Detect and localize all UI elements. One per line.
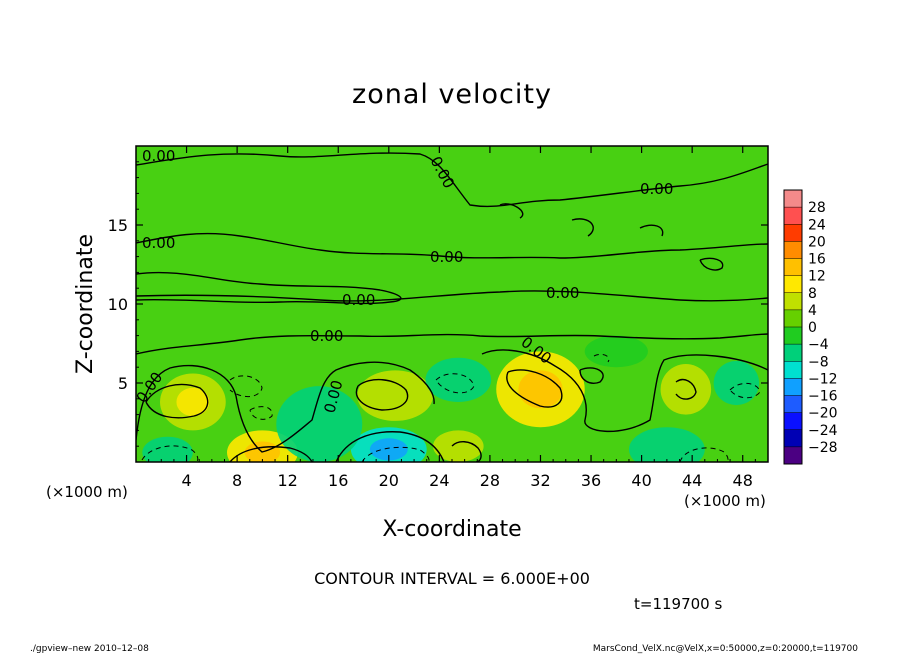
colorbar-label: −16 — [808, 389, 838, 405]
colorbar-label: 12 — [808, 269, 826, 285]
x-units-left: (×1000 m) — [46, 483, 128, 501]
colorbar-swatch — [784, 361, 802, 379]
field-region — [713, 360, 760, 406]
chart-title: zonal velocity — [352, 79, 552, 110]
x-tick-label: 16 — [328, 471, 348, 490]
field-region — [584, 335, 648, 368]
colorbar-swatch — [784, 378, 802, 396]
field-core — [176, 387, 210, 417]
colorbar-label: −12 — [808, 371, 838, 387]
x-tick-label: 4 — [181, 471, 191, 490]
colorbar-label: 20 — [808, 234, 826, 250]
y-tick-label: 5 — [118, 374, 128, 393]
colorbar-label: 24 — [808, 217, 826, 233]
colorbar-swatch — [784, 446, 802, 465]
x-tick-label: 48 — [733, 471, 753, 490]
x-tick-label: 24 — [429, 471, 449, 490]
x-tick-label: 8 — [232, 471, 242, 490]
colorbar-swatch — [784, 429, 802, 448]
contour-label: 0.00 — [142, 147, 175, 165]
field-region — [660, 364, 712, 415]
contour-label: 0.00 — [546, 284, 579, 302]
colorbar-swatch — [784, 292, 802, 311]
x-tick-label: 40 — [631, 471, 651, 490]
x-tick-label: 28 — [480, 471, 500, 490]
field-region — [628, 427, 705, 462]
colorbar-label: 16 — [808, 252, 826, 268]
plot-area: 0.00 0.00 0.00 0.00 0.00 0.00 0.00 0.00 … — [133, 145, 769, 463]
x-tick-label: 36 — [581, 471, 601, 490]
x-tick-label: 44 — [682, 471, 702, 490]
colorbar-label: −28 — [808, 440, 838, 456]
colorbar-swatch — [784, 241, 802, 259]
y-tick-label: 15 — [108, 216, 128, 235]
colorbar-swatch — [784, 412, 802, 431]
field-core — [369, 438, 408, 461]
x-tick-label: 32 — [530, 471, 550, 490]
y-axis-label: Z-coordinate — [73, 234, 98, 374]
x-tick-label: 20 — [379, 471, 399, 490]
footer-right: MarsCond_VelX.nc@VelX,x=0:50000,z=0:2000… — [593, 644, 858, 654]
x-axis: 4 8 12 16 20 24 28 32 36 40 44 48 — [148, 146, 756, 490]
footer-left: ./gpview–new 2010–12–08 — [30, 644, 149, 654]
colorbar-label: 8 — [808, 286, 817, 302]
colorbar-swatch — [784, 190, 802, 208]
colorbar-swatch — [784, 207, 802, 225]
colorbar-swatch — [784, 344, 802, 362]
colorbar-swatch — [784, 258, 802, 277]
contour-label: 0.00 — [142, 234, 175, 252]
y-axis: 5 10 15 — [108, 161, 768, 447]
colorbar-label: 28 — [808, 200, 826, 216]
colorbar-swatch — [784, 327, 802, 345]
colorbar-label: −20 — [808, 406, 838, 422]
colorbar-label: −24 — [808, 423, 838, 439]
colorbar-swatch — [784, 224, 802, 242]
colorbar-swatch — [784, 275, 802, 294]
field-region — [433, 430, 484, 462]
x-units-right: (×1000 m) — [684, 492, 766, 510]
contour-label: 0.00 — [310, 327, 343, 345]
contour-label: 0.00 — [430, 248, 463, 266]
field-region — [425, 357, 492, 402]
colorbar-label: 4 — [808, 303, 817, 319]
y-tick-label: 10 — [108, 295, 128, 314]
contour-lines — [136, 152, 768, 462]
time-stamp: t=119700 s — [634, 595, 722, 613]
x-tick-label: 12 — [278, 471, 298, 490]
contour-label: 0.00 — [342, 291, 375, 309]
field-region — [142, 436, 193, 462]
colorbar-label: 0 — [808, 320, 817, 336]
colorbar-label: −8 — [808, 354, 829, 370]
colorbar-label: −4 — [808, 337, 829, 353]
dashed-contours — [141, 353, 761, 462]
field-core — [518, 370, 563, 409]
field-region — [357, 370, 434, 421]
contour-label: 0.00 — [640, 180, 673, 198]
colorbar-swatch — [784, 309, 802, 328]
contour-interval: CONTOUR INTERVAL = 6.000E+00 — [314, 569, 590, 588]
x-axis-label: X-coordinate — [382, 517, 521, 542]
field-region — [276, 386, 363, 462]
colorbar-swatch — [784, 395, 802, 414]
